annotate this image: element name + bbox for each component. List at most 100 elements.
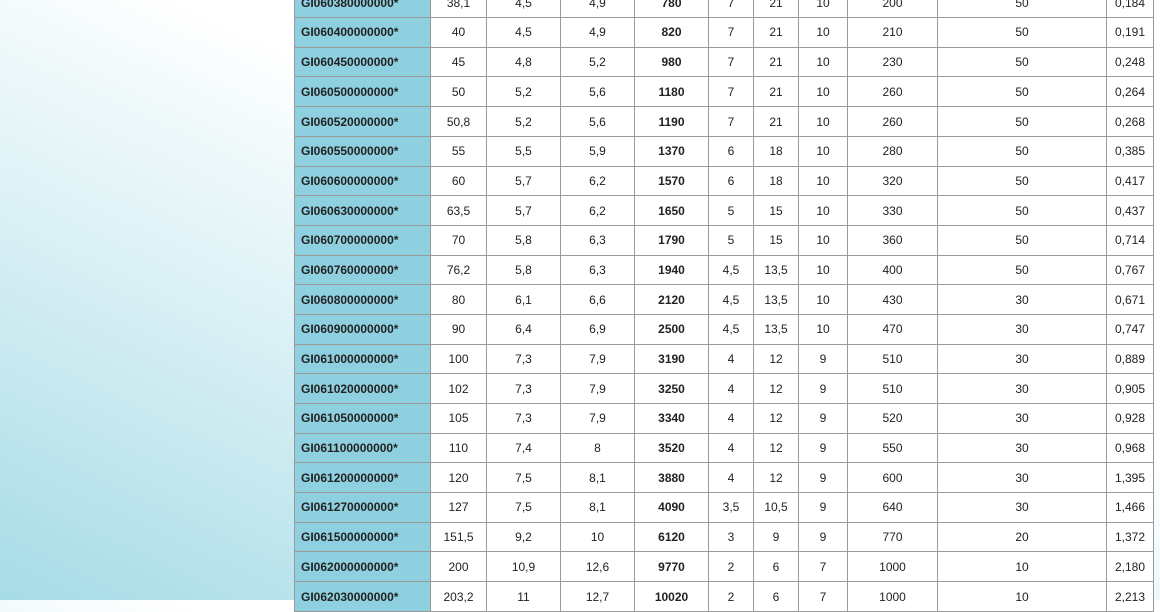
table-cell: 7,5 <box>486 462 561 494</box>
table-row: GI061050000000* 105 7,3 7,9 3340 4 12 9 520 30 0,9… <box>294 403 1154 434</box>
table-cell: 10 <box>798 17 848 48</box>
table-cell: 0,747 <box>1106 313 1154 345</box>
table-cell: 0,714 <box>1106 224 1154 256</box>
table-cell: 10020 <box>634 581 709 612</box>
table-cell: 0,767 <box>1106 254 1154 286</box>
table-cell: 151,5 <box>430 521 487 553</box>
table-cell: 5,8 <box>486 224 561 256</box>
table-row: GI060630000000* 63,5 5,7 6,2 1650 5 15 10 330 50 0… <box>294 195 1154 226</box>
table-cell: 9,2 <box>486 521 561 553</box>
table-cell: 200 <box>847 0 938 19</box>
table-cell: 50 <box>937 17 1107 48</box>
table-cell: 18 <box>753 165 799 197</box>
table-cell: 4,5 <box>708 313 754 345</box>
table-cell: 640 <box>847 492 938 523</box>
table-cell: 20 <box>937 521 1107 553</box>
part-number: GI062030000000* <box>294 581 431 612</box>
table-cell: 76,2 <box>430 254 487 286</box>
table-cell: 15 <box>753 195 799 226</box>
table-cell: 50 <box>937 224 1107 256</box>
table-row: GI060600000000* 60 5,7 6,2 1570 6 18 10 320 50 0,4… <box>294 165 1154 197</box>
table-cell: 4 <box>708 373 754 405</box>
table-row: GI061500000000* 151,5 9,2 10 6120 3 9 9 770 20 1,3… <box>294 521 1154 553</box>
table-cell: 3250 <box>634 373 709 405</box>
table-row: GI060900000000* 90 6,4 6,9 2500 4,5 13,5 10 470 3… <box>294 313 1154 345</box>
table-row: GI060450000000* 45 4,8 5,2 980 7 21 10 230 50 0,24… <box>294 46 1154 78</box>
table-cell: 80 <box>430 284 487 315</box>
table-cell: 7,9 <box>560 373 635 405</box>
table-cell: 4 <box>708 343 754 375</box>
table-cell: 6 <box>708 135 754 167</box>
table-cell: 0,417 <box>1106 165 1154 197</box>
table-cell: 5,6 <box>560 76 635 108</box>
table-cell: 7,9 <box>560 403 635 434</box>
table-cell: 4,5 <box>708 254 754 286</box>
table-cell: 3 <box>708 521 754 553</box>
table-cell: 127 <box>430 492 487 523</box>
table-cell: 7,3 <box>486 403 561 434</box>
table-cell: 0,248 <box>1106 46 1154 78</box>
table-cell: 15 <box>753 224 799 256</box>
table-cell: 4,9 <box>560 17 635 48</box>
table-cell: 210 <box>847 17 938 48</box>
table-cell: 510 <box>847 373 938 405</box>
table-cell: 13,5 <box>753 254 799 286</box>
part-number: GI060600000000* <box>294 165 431 197</box>
table-cell: 1000 <box>847 581 938 612</box>
table-cell: 5,2 <box>486 76 561 108</box>
table-cell: 550 <box>847 432 938 464</box>
table-cell: 13,5 <box>753 284 799 315</box>
table-cell: 0,968 <box>1106 432 1154 464</box>
table-cell: 6120 <box>634 521 709 553</box>
table-cell: 21 <box>753 46 799 78</box>
part-number: GI060550000000* <box>294 135 431 167</box>
table-cell: 0,268 <box>1106 106 1154 137</box>
table-cell: 5,8 <box>486 254 561 286</box>
table-cell: 5,7 <box>486 195 561 226</box>
table-row: GI060520000000* 50,8 5,2 5,6 1190 7 21 10 260 50 0… <box>294 106 1154 137</box>
table-cell: 9 <box>798 403 848 434</box>
table-cell: 4,9 <box>560 0 635 19</box>
part-number: GI061100000000* <box>294 432 431 464</box>
table-row: GI061100000000* 110 7,4 8 3520 4 12 9 550 30 0,968 <box>294 432 1154 464</box>
table-row: GI061200000000* 120 7,5 8,1 3880 4 12 9 600 30 1,3… <box>294 462 1154 494</box>
table-cell: 50 <box>937 254 1107 286</box>
table-cell: 10 <box>798 224 848 256</box>
table-cell: 280 <box>847 135 938 167</box>
table-row: GI062030000000* 203,2 11 12,7 10020 2 6 7 1000 10… <box>294 581 1154 612</box>
table-cell: 9 <box>798 462 848 494</box>
table-cell: 1180 <box>634 76 709 108</box>
table-cell: 1190 <box>634 106 709 137</box>
table-cell: 10 <box>798 46 848 78</box>
table-cell: 6,1 <box>486 284 561 315</box>
table-cell: 200 <box>430 551 487 583</box>
table-cell: 320 <box>847 165 938 197</box>
table-cell: 21 <box>753 17 799 48</box>
table-cell: 30 <box>937 432 1107 464</box>
table-cell: 10 <box>798 254 848 286</box>
table-cell: 110 <box>430 432 487 464</box>
table-cell: 6,3 <box>560 254 635 286</box>
table-cell: 0,437 <box>1106 195 1154 226</box>
table-cell: 50,8 <box>430 106 487 137</box>
table-cell: 9 <box>753 521 799 553</box>
table-cell: 600 <box>847 462 938 494</box>
table-cell: 230 <box>847 46 938 78</box>
table-cell: 4,5 <box>486 17 561 48</box>
table-cell: 4090 <box>634 492 709 523</box>
table-cell: 360 <box>847 224 938 256</box>
table-cell: 10 <box>560 521 635 553</box>
table-cell: 21 <box>753 76 799 108</box>
table-cell: 5,7 <box>486 165 561 197</box>
table-cell: 10 <box>798 0 848 19</box>
table-cell: 50 <box>937 135 1107 167</box>
table-cell: 203,2 <box>430 581 487 612</box>
table-cell: 21 <box>753 0 799 19</box>
table-cell: 50 <box>937 106 1107 137</box>
table-cell: 7 <box>708 0 754 19</box>
table-cell: 2,213 <box>1106 581 1154 612</box>
table-cell: 3340 <box>634 403 709 434</box>
table-cell: 12 <box>753 403 799 434</box>
table-cell: 5,9 <box>560 135 635 167</box>
